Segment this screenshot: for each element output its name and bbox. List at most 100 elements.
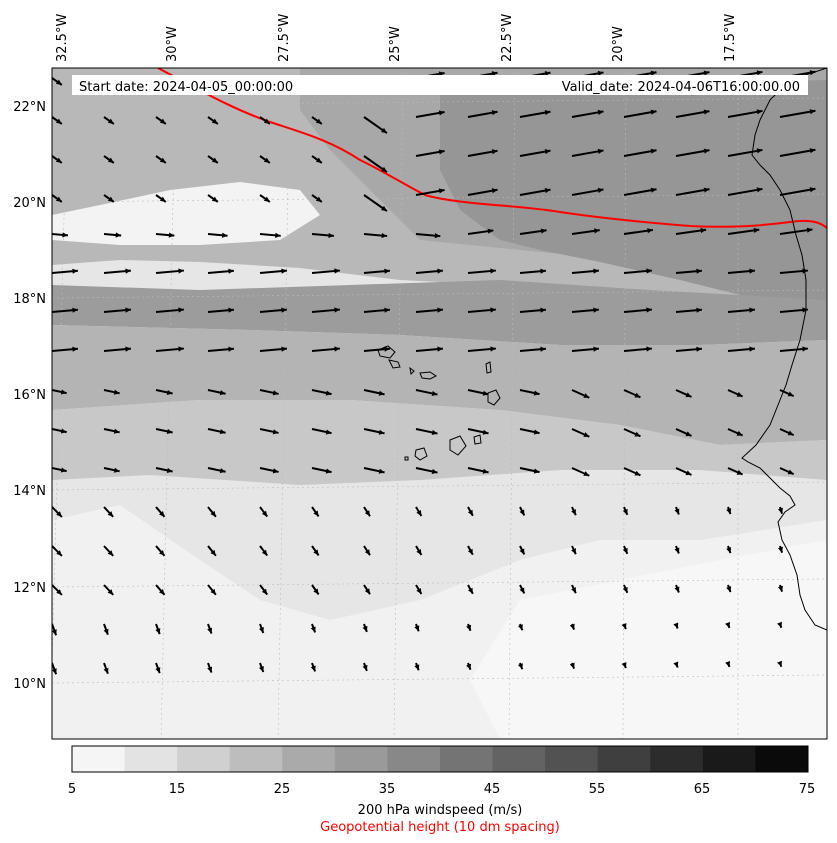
map-panel	[52, 68, 827, 739]
wind-arrow-head	[107, 118, 114, 124]
wind-arrow-head	[622, 586, 628, 593]
wind-arrow-head	[571, 509, 576, 516]
colorbar-tick: 35	[379, 782, 396, 797]
wind-arrow-head	[325, 390, 332, 396]
lat-label: 16°N	[13, 388, 46, 403]
parallel-line	[52, 674, 827, 684]
header-box	[72, 75, 808, 95]
wind-arrow-head	[756, 148, 763, 154]
wind-arrow-head	[60, 428, 67, 434]
wind-arrow-head	[583, 432, 590, 437]
wind-arrow-head	[178, 307, 184, 313]
wind-arrow-head	[634, 431, 641, 437]
wind-arrow-head	[674, 508, 680, 515]
wind-arrow-head	[437, 307, 443, 313]
wind-arrow-head	[431, 429, 438, 436]
wind-arrow-head	[736, 430, 743, 436]
wind-arrow-head	[777, 660, 782, 667]
wind-arrow-head	[650, 148, 657, 154]
wind-arrow-head	[787, 469, 794, 475]
wind-arrow-shaft	[727, 187, 763, 196]
wind-arrow-head	[777, 507, 783, 514]
wind-arrow-head	[155, 628, 161, 635]
longitude-labels: 32.5°W 30°W 27.5°W 25°W 22.5°W 20°W 17.5…	[55, 14, 738, 62]
wind-arrow-head	[634, 470, 641, 476]
wind-arrow-head	[703, 70, 710, 76]
lon-label: 30°W	[165, 26, 180, 62]
lon-label: 20°W	[611, 26, 626, 62]
wind-arrow-head	[310, 665, 316, 672]
colorbar-tick: 55	[589, 782, 606, 797]
wind-arrow-head	[263, 118, 270, 124]
wind-arrow-head	[263, 196, 270, 202]
wind-arrow-head	[437, 346, 443, 352]
wind-arrow-head	[491, 110, 498, 116]
wind-arrow-head	[313, 549, 319, 556]
meridian-line	[160, 68, 177, 739]
wind-arrow-head	[517, 624, 523, 631]
wind-arrow-head	[756, 187, 763, 193]
wind-arrow-head	[467, 548, 473, 555]
colorbar-swatch	[440, 746, 494, 772]
wind-arrow-head	[159, 157, 166, 163]
wind-arrow-head	[583, 471, 590, 476]
wind-arrow-head	[56, 589, 62, 595]
colorbar-swatch	[545, 746, 599, 772]
wind-arrow-head	[60, 389, 67, 395]
colorbar-swatch	[755, 746, 809, 772]
wind-arrow-head	[650, 187, 657, 193]
wind-arrow-head	[168, 232, 175, 238]
wind-arrow-head	[178, 346, 184, 352]
wind-arrow-head	[52, 629, 57, 636]
wind-arrow-head	[155, 667, 161, 674]
wind-arrow-head	[593, 307, 599, 313]
lat-label: 22°N	[13, 100, 46, 115]
wind-arrow-head	[228, 346, 234, 352]
wind-arrow-head	[673, 622, 679, 629]
wind-arrow-head	[72, 307, 78, 313]
wind-arrow-head	[113, 389, 120, 395]
wind-arrow-head	[381, 205, 387, 212]
wind-arrow-head	[736, 469, 743, 475]
wind-arrow-head	[159, 589, 165, 595]
wind-arrow-head	[647, 228, 653, 234]
wind-arrow-head	[263, 157, 270, 163]
wind-arrow-head	[414, 664, 420, 671]
geopotential-contour	[157, 68, 827, 229]
wind-arrow-head	[490, 346, 496, 352]
wind-arrow-head	[219, 390, 226, 396]
wind-arrow-head	[219, 429, 226, 435]
wind-arrow-head	[467, 509, 473, 516]
wind-arrow-head	[571, 548, 576, 555]
wind-arrow-head	[258, 627, 264, 634]
wind-arrow-head	[362, 625, 368, 632]
wind-arrow-head	[787, 391, 794, 397]
wind-arrow-head	[334, 346, 340, 352]
wind-arrow-head	[210, 549, 216, 556]
wind-arrow-head	[113, 428, 120, 434]
wind-arrow-head	[159, 196, 166, 202]
wind-arrow-head	[809, 148, 816, 154]
wind-arrow-head	[490, 268, 496, 274]
wind-arrow-head	[597, 187, 604, 193]
lon-label: 27.5°W	[277, 14, 292, 62]
wind-arrow-head	[622, 508, 628, 515]
wind-arrow-shaft	[779, 228, 813, 235]
wind-arrow-head	[107, 196, 114, 202]
wind-arrow-head	[414, 625, 420, 632]
colorbar-label: 200 hPa windspeed (m/s)	[358, 803, 523, 818]
wind-arrow-head	[103, 628, 109, 635]
lat-label: 20°N	[13, 196, 46, 211]
wind-arrow-head	[381, 232, 388, 239]
wind-arrow-head	[52, 668, 57, 675]
colorbar-tick: 65	[694, 782, 711, 797]
colorbar-swatch	[334, 746, 388, 772]
wind-arrow-head	[544, 187, 551, 194]
wind-arrow-head	[272, 390, 279, 396]
colorbar	[72, 746, 809, 772]
wind-arrow-head	[207, 666, 213, 673]
wind-arrow-head	[466, 663, 472, 670]
wind-arrow-head	[544, 109, 551, 116]
shade-band-16n	[52, 325, 827, 445]
coastline-africa	[741, 68, 827, 631]
